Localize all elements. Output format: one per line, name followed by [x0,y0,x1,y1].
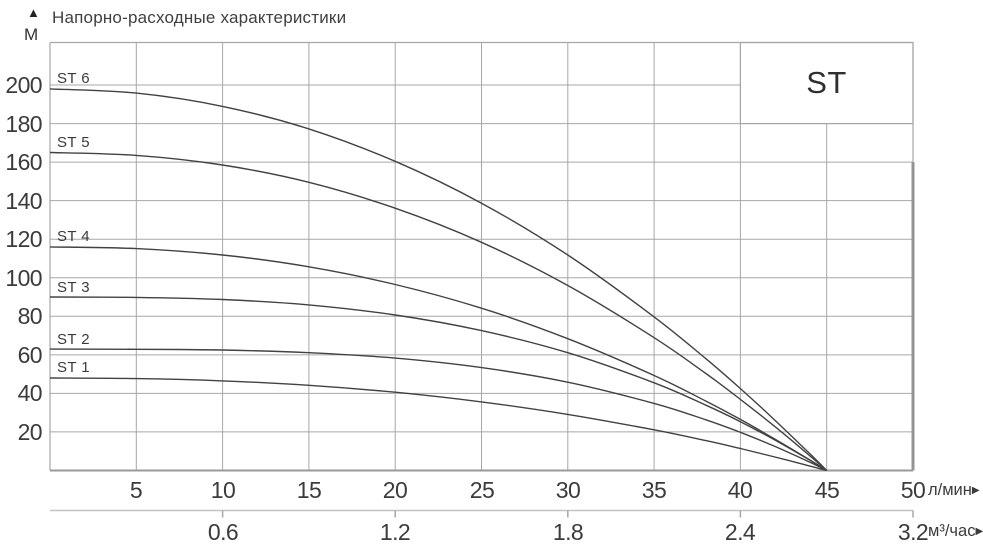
curve-start-label: ST 4 [57,228,91,245]
page-title: Напорно-расходные характеристики [52,8,347,27]
y-tick-label: 60 [17,342,43,368]
y-tick-label: 140 [5,188,42,214]
y-axis-unit-label: М [24,25,39,44]
x-axis-unit-text: л/мин [928,481,972,499]
curve-start-label: ST 3 [57,279,91,296]
x-tick-label: 30 [555,477,581,503]
curve-start-label: ST 5 [57,134,91,151]
x-tick-label: 5 [129,477,143,503]
curve-start-label: ST 2 [57,331,91,348]
x2-tick-label: 0.6 [207,519,239,545]
x2-axis-unit: м³/час▶ [928,522,983,541]
curve-st-5 [49,151,828,472]
y-tick-label: 200 [5,72,42,98]
x-tick-label: 15 [296,477,322,503]
y-tick-label: 20 [17,419,43,445]
y-tick-label: 120 [5,226,42,252]
curve-st-3 [49,296,828,472]
y-tick-label: 160 [5,149,42,175]
x2-tick-label: 1.8 [552,519,584,545]
x-tick-label: 25 [469,477,495,503]
curve-start-label: ST 6 [57,70,91,87]
x-tick-label: 35 [641,477,667,503]
y-tick-label: 80 [17,303,43,329]
curve-st-2 [49,348,828,472]
x-tick-label: 10 [210,477,236,503]
x2-axis-unit-text: м³/час [928,522,976,540]
x-tick-label: 45 [814,477,840,503]
x-tick-label: 50 [900,477,926,503]
x2-axis-arrow-icon: ▶ [975,526,983,537]
curve-st-4 [49,246,828,472]
x2-tick-label: 1.2 [379,519,411,545]
series-family-badge: ST [806,65,847,100]
curve-start-label: ST 1 [57,359,91,376]
x-tick-label: 20 [382,477,408,503]
x-tick-label: 40 [727,477,753,503]
x-axis-arrow-icon: ▶ [971,485,980,496]
y-axis-arrow-icon: ▲ [27,5,40,20]
x2-tick-label: 3.2 [897,519,929,545]
y-tick-label: 40 [17,380,43,406]
curve-st-1 [49,377,827,472]
curve-st-6 [49,88,828,471]
x-axis-unit: л/мин▶ [928,481,980,500]
x2-tick-label: 2.4 [724,519,756,545]
y-tick-label: 100 [5,265,42,291]
y-tick-label: 180 [5,111,42,137]
